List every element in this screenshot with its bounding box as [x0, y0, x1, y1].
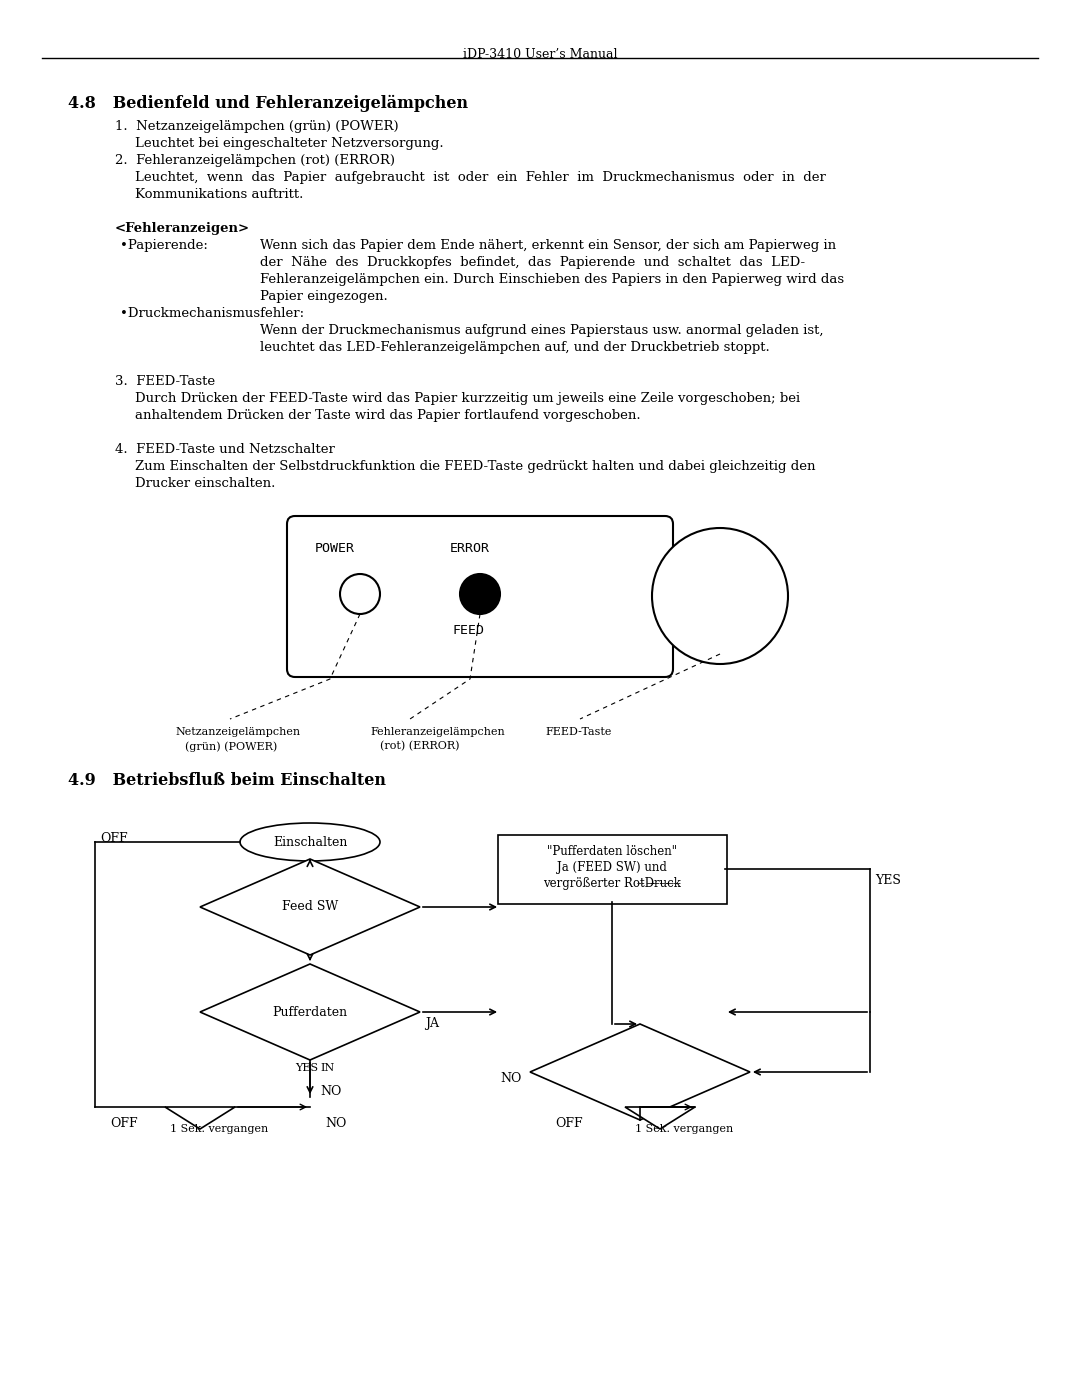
Text: YES: YES	[295, 1063, 319, 1073]
Text: Durch Drücken der FEED-Taste wird das Papier kurzzeitig um jeweils eine Zeile vo: Durch Drücken der FEED-Taste wird das Pa…	[135, 393, 800, 405]
Text: 1.  Netzanzeigelämpchen (grün) (POWER): 1. Netzanzeigelämpchen (grün) (POWER)	[114, 120, 399, 133]
Text: JA: JA	[426, 1017, 438, 1030]
Text: der  Nähe  des  Druckkopfes  befindet,  das  Papierende  und  schaltet  das  LED: der Nähe des Druckkopfes befindet, das P…	[260, 256, 805, 270]
Text: FEED-Taste: FEED-Taste	[545, 726, 611, 738]
Text: •Papierende:: •Papierende:	[120, 239, 207, 251]
Text: Wenn sich das Papier dem Ende nähert, erkennt ein Sensor, der sich am Papierweg : Wenn sich das Papier dem Ende nähert, er…	[260, 239, 836, 251]
Text: (grün) (POWER): (grün) (POWER)	[185, 740, 278, 752]
Text: Fehleranzeigelämpchen: Fehleranzeigelämpchen	[370, 726, 504, 738]
Text: 1 Sek. vergangen: 1 Sek. vergangen	[635, 1125, 733, 1134]
Text: Leuchtet,  wenn  das  Papier  aufgebraucht  ist  oder  ein  Fehler  im  Druckmec: Leuchtet, wenn das Papier aufgebraucht i…	[135, 170, 826, 184]
Text: 1 Sek. vergangen: 1 Sek. vergangen	[170, 1125, 268, 1134]
Text: Kommunikations auftritt.: Kommunikations auftritt.	[135, 189, 303, 201]
Polygon shape	[165, 1106, 235, 1129]
Circle shape	[340, 574, 380, 615]
Text: vergrößerter Rot̶D̶r̶u̶c̶k̶: vergrößerter Rot̶D̶r̶u̶c̶k̶	[543, 877, 680, 890]
Polygon shape	[200, 964, 420, 1060]
FancyBboxPatch shape	[498, 835, 727, 904]
Text: OFF: OFF	[555, 1118, 582, 1130]
FancyBboxPatch shape	[287, 515, 673, 678]
Text: anhaltendem Drücken der Taste wird das Papier fortlaufend vorgeschoben.: anhaltendem Drücken der Taste wird das P…	[135, 409, 640, 422]
Text: 2.  Fehleranzeigelämpchen (rot) (ERROR): 2. Fehleranzeigelämpchen (rot) (ERROR)	[114, 154, 395, 168]
Text: IN: IN	[320, 1063, 334, 1073]
Text: Einschalten: Einschalten	[273, 835, 347, 848]
Text: Ja (FEED SW) und: Ja (FEED SW) und	[557, 861, 667, 875]
Text: OFF: OFF	[110, 1118, 137, 1130]
Text: "Pufferdaten löschen": "Pufferdaten löschen"	[546, 845, 677, 858]
Text: <Fehleranzeigen>: <Fehleranzeigen>	[114, 222, 251, 235]
Polygon shape	[200, 859, 420, 956]
Text: •Druckmechanismusfehler:: •Druckmechanismusfehler:	[120, 307, 305, 320]
Text: leuchtet das LED-Fehleranzeigelämpchen auf, und der Druckbetrieb stoppt.: leuchtet das LED-Fehleranzeigelämpchen a…	[260, 341, 770, 353]
Text: 4.9   Betriebsfluß beim Einschalten: 4.9 Betriebsfluß beim Einschalten	[68, 773, 386, 789]
Text: Drucker einschalten.: Drucker einschalten.	[135, 476, 275, 490]
Text: 3.  FEED-Taste: 3. FEED-Taste	[114, 374, 215, 388]
Polygon shape	[625, 1106, 696, 1129]
Text: YES: YES	[875, 875, 901, 887]
Text: Netzanzeigelämpchen: Netzanzeigelämpchen	[175, 726, 300, 738]
Text: Zum Einschalten der Selbstdruckfunktion die FEED-Taste gedrückt halten und dabei: Zum Einschalten der Selbstdruckfunktion …	[135, 460, 815, 474]
Ellipse shape	[240, 823, 380, 861]
Text: 4.  FEED-Taste und Netzschalter: 4. FEED-Taste und Netzschalter	[114, 443, 335, 455]
Text: Leuchtet bei eingeschalteter Netzversorgung.: Leuchtet bei eingeschalteter Netzversorg…	[135, 137, 444, 149]
Text: NO: NO	[500, 1071, 522, 1085]
Text: Wenn der Druckmechanismus aufgrund eines Papierstaus usw. anormal geladen ist,: Wenn der Druckmechanismus aufgrund eines…	[260, 324, 824, 337]
Circle shape	[460, 574, 500, 615]
Text: 4.8   Bedienfeld und Fehleranzeigelämpchen: 4.8 Bedienfeld und Fehleranzeigelämpchen	[68, 95, 468, 112]
Polygon shape	[530, 1024, 750, 1120]
Text: NO: NO	[325, 1118, 347, 1130]
Text: (rot) (ERROR): (rot) (ERROR)	[380, 740, 459, 752]
Text: FEED: FEED	[453, 624, 484, 637]
Text: iDP-3410 User’s Manual: iDP-3410 User’s Manual	[462, 47, 618, 61]
Text: ERROR: ERROR	[450, 542, 490, 555]
Text: NO: NO	[320, 1085, 341, 1098]
Text: Pufferdaten: Pufferdaten	[272, 1006, 348, 1018]
Text: OFF: OFF	[100, 833, 127, 845]
Text: Papier eingezogen.: Papier eingezogen.	[260, 291, 388, 303]
Circle shape	[652, 528, 788, 664]
Text: Feed SW: Feed SW	[282, 901, 338, 914]
Text: POWER: POWER	[315, 542, 355, 555]
Text: Fehleranzeigelämpchen ein. Durch Einschieben des Papiers in den Papierweg wird d: Fehleranzeigelämpchen ein. Durch Einschi…	[260, 272, 845, 286]
